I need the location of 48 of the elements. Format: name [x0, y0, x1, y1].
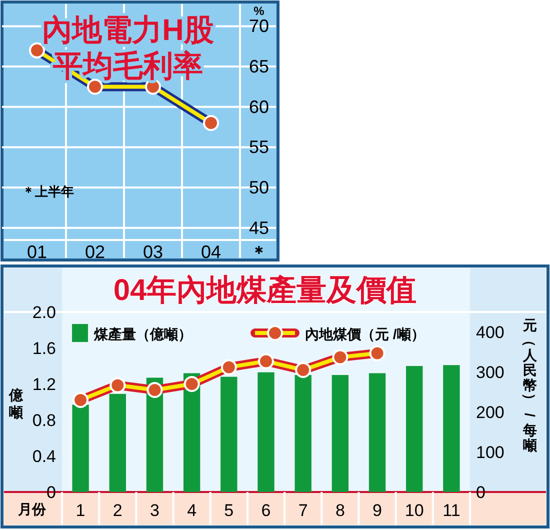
x-tick-label: 6 [261, 501, 271, 520]
x-tick-label: 5 [224, 501, 234, 520]
bar [406, 366, 423, 492]
bar [258, 372, 274, 492]
x-tick-label: 8 [335, 501, 345, 520]
y2-tick-label: 200 [476, 403, 504, 422]
bar [220, 376, 238, 492]
y-tick-label: 65 [248, 56, 270, 77]
y2-tick-label: 300 [476, 363, 504, 382]
x-tick-label: 04 [200, 242, 222, 262]
y2-tick-label: 400 [476, 323, 504, 342]
y2-tick-label: 100 [476, 443, 504, 462]
y-tick-label: 0.8 [32, 411, 56, 430]
y-axis-title: 億噸 [8, 387, 24, 420]
x-tick-label: 4 [187, 501, 197, 520]
x-tick-label: 7 [298, 501, 308, 520]
x-tick-label: 9 [372, 501, 382, 520]
bar [109, 394, 126, 492]
y-tick-label: 0.4 [32, 447, 56, 466]
bar [72, 404, 89, 492]
x-tick-label: 10 [404, 501, 424, 520]
x-tick-label: 03 [142, 242, 164, 262]
y-tick-label: 1.2 [32, 375, 56, 394]
y-tick-label: 55 [248, 137, 270, 158]
chart-title: 04年內地煤產量及價值 [113, 274, 417, 307]
y-tick-label: 2.0 [32, 303, 56, 322]
legend-label: 內地煤價（元 /噸） [305, 326, 425, 342]
bar [332, 375, 349, 492]
annotation: ＊上半年 [22, 184, 74, 199]
legend-label: 煤產量（億噸） [93, 326, 192, 342]
x-tick-label: 02 [84, 242, 106, 262]
bar [368, 373, 386, 492]
text: 元（人民幣）/每噸 [522, 317, 538, 453]
x-axis-title: 月份 [17, 501, 47, 517]
y-tick-label: 70 [248, 16, 270, 36]
y-tick-label: 60 [248, 96, 270, 117]
y-tick-label: 1.6 [32, 339, 56, 358]
x-tick-label: 01 [26, 242, 48, 262]
bar [443, 365, 460, 492]
y-axis-title: % [254, 4, 265, 18]
bar [294, 375, 312, 492]
y-tick-label: 45 [248, 218, 270, 238]
text: ＊ [250, 243, 268, 262]
x-tick-label: 11 [442, 501, 460, 520]
y-tick-label: 50 [248, 178, 270, 198]
x-tick-label: 1 [76, 501, 86, 520]
x-tick-label: 3 [150, 501, 160, 520]
x-tick-label: 2 [112, 501, 122, 520]
